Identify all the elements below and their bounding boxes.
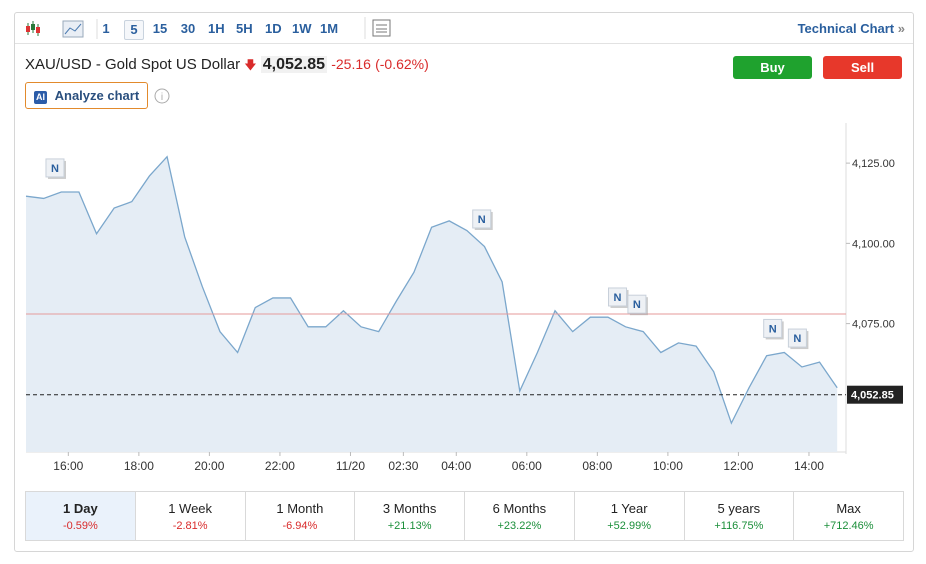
x-tick-label: 08:00 (582, 459, 612, 473)
info-icon[interactable]: i (154, 88, 170, 104)
chart: 4,075.00 4,100.00 4,125.00 16:00 18:00 20:00 2… (25, 123, 903, 473)
ai-badge: AI (34, 91, 47, 104)
news-marker[interactable] (45, 158, 65, 178)
last-price-box (847, 385, 903, 404)
interval-button[interactable]: 5H (236, 21, 253, 36)
period-label[interactable]: 6 Months (492, 501, 547, 516)
period-change: -0.59% (62, 520, 98, 532)
news-marker-label[interactable]: N (769, 323, 777, 335)
x-tick-label: 11/20 (336, 459, 365, 473)
sell-button[interactable]: Sell (823, 56, 902, 79)
link-text[interactable]: Technical Chart (797, 21, 895, 36)
period-label[interactable]: 1 Week (168, 501, 213, 516)
y-tick-label: 4,075.00 (852, 319, 895, 331)
period-label[interactable]: 3 Months (382, 501, 437, 516)
news-marker[interactable] (472, 209, 492, 229)
x-tick-label: 22:00 (265, 459, 295, 473)
x-tick-label: 14:00 (794, 459, 824, 473)
period-label[interactable]: Max (836, 501, 861, 516)
interval-button[interactable]: 1W (292, 21, 312, 36)
period-cell[interactable]: 1 Week -2.81% (134, 492, 245, 540)
y-tick-label: 4,125.00 (852, 158, 895, 170)
news-marker-label[interactable]: N (51, 163, 59, 175)
period-change: +712.46% (823, 520, 874, 532)
widget: 1 5 15 30 1H 5H 1D 1W 1M Technical Chart » XAU/U… (14, 12, 914, 552)
change: -25.16 (331, 56, 371, 72)
x-tick-label: 10:00 (653, 459, 683, 473)
news-marker[interactable] (787, 328, 807, 348)
buy-button[interactable]: Buy (733, 56, 812, 79)
change-pct: (-0.62%) (375, 56, 429, 72)
x-tick-label: 18:00 (124, 459, 154, 473)
news-marker-label[interactable]: N (633, 299, 641, 311)
x-tick-label: 04:00 (441, 459, 471, 473)
interval-button[interactable]: 30 (180, 21, 196, 36)
period-change: +52.99% (607, 520, 651, 532)
interval-button[interactable]: 1 (102, 21, 110, 36)
period-label[interactable]: 1 Day (63, 501, 98, 516)
technical-chart-link[interactable]: Technical Chart » (797, 21, 905, 36)
svg-text:i: i (161, 92, 163, 103)
period-cell[interactable]: 1 Month -6.94% (244, 492, 355, 540)
period-label[interactable]: 1 Year (610, 501, 648, 516)
period-change: -2.81% (172, 520, 208, 532)
x-tick-label: 02:30 (388, 459, 418, 473)
period-change: -6.94% (282, 520, 318, 532)
interval-button[interactable]: 1D (265, 21, 282, 36)
interval-button[interactable]: 5 (124, 20, 144, 40)
analyze-button[interactable]: AI Analyze chart (25, 82, 148, 109)
news-marker[interactable] (627, 294, 647, 314)
line (25, 155, 838, 425)
interval-button[interactable]: 15 (152, 21, 168, 36)
news-marker-label[interactable]: N (614, 292, 622, 304)
period-label[interactable]: 5 years (717, 501, 761, 516)
news-marker-label[interactable]: N (793, 333, 801, 345)
toolbar: 1 5 15 30 1H 5H 1D 1W 1M Technical Chart » (15, 13, 913, 44)
layout-icon[interactable] (363, 17, 393, 39)
period-change: +116.75% (714, 520, 764, 532)
news-marker[interactable] (608, 287, 628, 307)
period-cell[interactable]: 5 years +116.75% (683, 492, 794, 540)
price: 4,052.85 (260, 56, 328, 73)
news-marker-label[interactable]: N (478, 214, 486, 226)
last-price-label: 4,052.85 (851, 390, 894, 402)
chart-icons[interactable] (25, 19, 105, 39)
period-cell[interactable]: Max +712.46% (793, 492, 903, 540)
analyze-text[interactable]: Analyze chart (54, 88, 140, 103)
period-cell[interactable]: 1 Year +52.99% (573, 492, 684, 540)
news-marker[interactable] (763, 318, 783, 338)
instrument-title: XAU/USD - Gold Spot US Dollar (25, 56, 241, 73)
period-cell[interactable]: 6 Months +23.22% (464, 492, 574, 540)
x-tick-label: 16:00 (53, 459, 83, 473)
period-cell[interactable]: 3 Months +21.13% (354, 492, 464, 540)
x-tick-label: 12:00 (723, 459, 753, 473)
x-tick-label: 06:00 (512, 459, 542, 473)
interval-button[interactable]: 1H (208, 21, 225, 36)
area (26, 156, 838, 452)
period-label[interactable]: 1 Month (276, 501, 324, 516)
period-table: 1 Day -0.59% 1 Week -2.81% 1 Month -6.94% 3 Mo… (25, 491, 904, 541)
period-change: +23.22% (497, 520, 542, 532)
y-tick-label: 4,100.00 (852, 238, 895, 250)
period-cell[interactable]: 1 Day -0.59% (26, 492, 135, 540)
interval-button[interactable]: 1M (320, 21, 339, 36)
x-tick-label: 20:00 (194, 459, 224, 473)
quote-header: XAU/USD - Gold Spot US Dollar 🡇 4,052.85… (25, 56, 429, 73)
period-change: +21.13% (387, 520, 432, 532)
